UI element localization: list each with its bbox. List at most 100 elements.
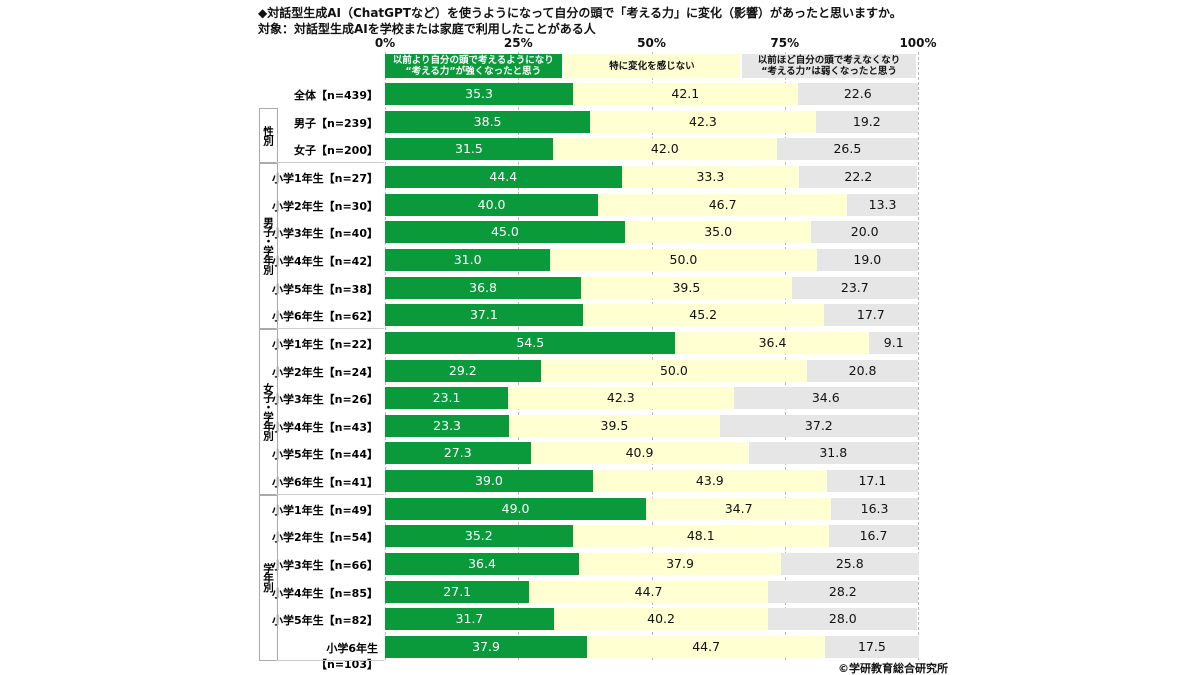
category-label: 小学2年生【n=54】	[271, 531, 378, 545]
bar-segment: 35.0	[624, 221, 812, 244]
category-label: 小学5年生【n=38】	[271, 282, 378, 296]
bar-segment: 42.3	[590, 110, 816, 133]
group-label: 女子・学年別	[259, 328, 278, 495]
category-label: 小学3年生【n=26】	[271, 393, 378, 407]
bar-segment: 37.1	[385, 304, 583, 327]
bar-segment: 19.0	[816, 248, 918, 271]
category-label: 小学1年生【n=49】	[271, 503, 378, 517]
x-tick-label: 25%	[503, 36, 533, 50]
category-label: 小学3年生【n=40】	[271, 227, 378, 241]
category-label: 全体【n=439】	[293, 89, 378, 102]
group-label: 男子・学年別	[259, 162, 278, 329]
bar-segment: 31.7	[385, 608, 554, 631]
legend-item: 特に変化を感じない	[563, 54, 741, 78]
bar-segment: 23.3	[385, 414, 510, 437]
bar-segment: 37.9	[579, 553, 781, 576]
bar-segment: 13.3	[847, 193, 918, 216]
bar-segment: 23.1	[385, 387, 509, 410]
bar-segment: 44.7	[587, 636, 826, 658]
bar-segment: 40.0	[385, 193, 599, 216]
group-separator	[276, 659, 384, 661]
bar-segment: 27.3	[385, 442, 531, 465]
bar-segment: 50.0	[550, 248, 817, 271]
bar-segment: 33.3	[621, 165, 800, 188]
chart-subtitle: 対象：対話型生成AIを学校または家庭で利用したことがある人	[258, 22, 596, 36]
bar-segment: 38.5	[385, 110, 591, 133]
bar-segment: 26.5	[776, 138, 918, 161]
bar-segment: 39.0	[385, 470, 593, 493]
x-tick-label: 75%	[770, 36, 800, 50]
category-label: 小学1年生【n=22】	[271, 337, 378, 351]
category-label: 女子【n=200】	[293, 144, 378, 158]
bar-segment: 46.7	[598, 193, 848, 216]
legend-item: 以前ほど自分の頭で考えなくなり “考える力”は弱くなったと思う	[742, 54, 916, 78]
group-separator	[276, 327, 384, 329]
bar-segment: 48.1	[572, 525, 829, 548]
gridline	[918, 52, 919, 660]
bar-segment: 45.0	[385, 221, 625, 244]
bar-segment: 17.1	[826, 470, 918, 493]
bar-segment: 42.0	[552, 138, 777, 161]
gridline	[385, 52, 386, 660]
bar-segment: 44.4	[385, 165, 622, 188]
bar-segment: 29.2	[385, 359, 541, 382]
bar-segment: 40.9	[530, 442, 749, 465]
legend-item: 以前より自分の頭で考えるようになり “考える力”が強くなったと思う	[385, 54, 562, 78]
category-label: 小学6年生【n=41】	[271, 476, 378, 490]
bar-segment: 37.2	[719, 414, 918, 437]
group-separator	[276, 161, 384, 163]
bar-segment: 34.7	[646, 497, 832, 520]
bar-segment: 31.8	[748, 442, 918, 465]
gridline	[651, 52, 653, 660]
chart-title: ◆対話型生成AI（ChatGPTなど）を使うようになって自分の頭で「考える力」に…	[258, 6, 902, 20]
gridline	[518, 52, 520, 660]
bar-segment: 37.9	[385, 636, 587, 658]
bar-segment: 22.2	[799, 165, 918, 188]
bar-segment: 54.5	[385, 331, 676, 354]
bar-segment: 27.1	[385, 580, 530, 603]
bar-segment: 16.3	[831, 497, 918, 520]
x-tick-label: 50%	[637, 36, 666, 50]
bar-segment: 36.8	[385, 276, 582, 299]
bar-segment: 34.6	[733, 387, 918, 410]
category-label: 小学4年生【n=42】	[271, 254, 378, 268]
bar-segment: 17.5	[825, 636, 919, 658]
category-label: 小学5年生【n=82】	[271, 614, 378, 628]
category-label: 小学2年生【n=24】	[271, 365, 378, 379]
bar-segment: 28.0	[768, 608, 918, 631]
bar-segment: 31.5	[385, 138, 553, 161]
bar-segment: 20.0	[811, 221, 918, 244]
category-label: 小学1年生【n=27】	[271, 171, 378, 185]
bar-segment: 40.2	[553, 608, 769, 631]
bar-segment: 25.8	[781, 553, 919, 576]
bar-segment: 16.7	[828, 525, 918, 548]
category-label: 男子【n=239】	[293, 116, 378, 130]
bar-segment: 23.7	[791, 276, 918, 299]
category-label: 小学4年生【n=43】	[271, 420, 378, 434]
group-label: 学年別	[259, 494, 278, 661]
group-label: 性別	[259, 107, 278, 163]
bar-segment: 42.1	[573, 83, 798, 105]
category-label: 小学2年生【n=30】	[271, 199, 378, 213]
bar-segment: 49.0	[385, 497, 647, 520]
bar-segment: 39.5	[581, 276, 792, 299]
bar-segment: 35.3	[385, 83, 574, 105]
x-tick-label: 100%	[899, 36, 937, 50]
bar-segment: 31.0	[385, 248, 551, 271]
bar-segment: 39.5	[509, 414, 720, 437]
bar-segment: 9.1	[869, 331, 918, 354]
bar-segment: 44.7	[529, 580, 768, 603]
bar-segment: 50.0	[540, 359, 808, 382]
bar-segment: 17.7	[823, 304, 918, 327]
bar-segment: 36.4	[385, 553, 579, 576]
bar-segment: 20.8	[807, 359, 918, 382]
category-label: 小学6年生【n=103】	[315, 642, 378, 671]
bar-segment: 45.2	[582, 304, 824, 327]
gridline	[784, 52, 786, 660]
category-label: 小学6年生【n=62】	[271, 310, 378, 324]
bar-segment: 35.2	[385, 525, 573, 548]
group-separator	[276, 493, 384, 495]
category-label: 小学3年生【n=66】	[271, 559, 378, 573]
x-tick-label: 0%	[374, 36, 396, 50]
